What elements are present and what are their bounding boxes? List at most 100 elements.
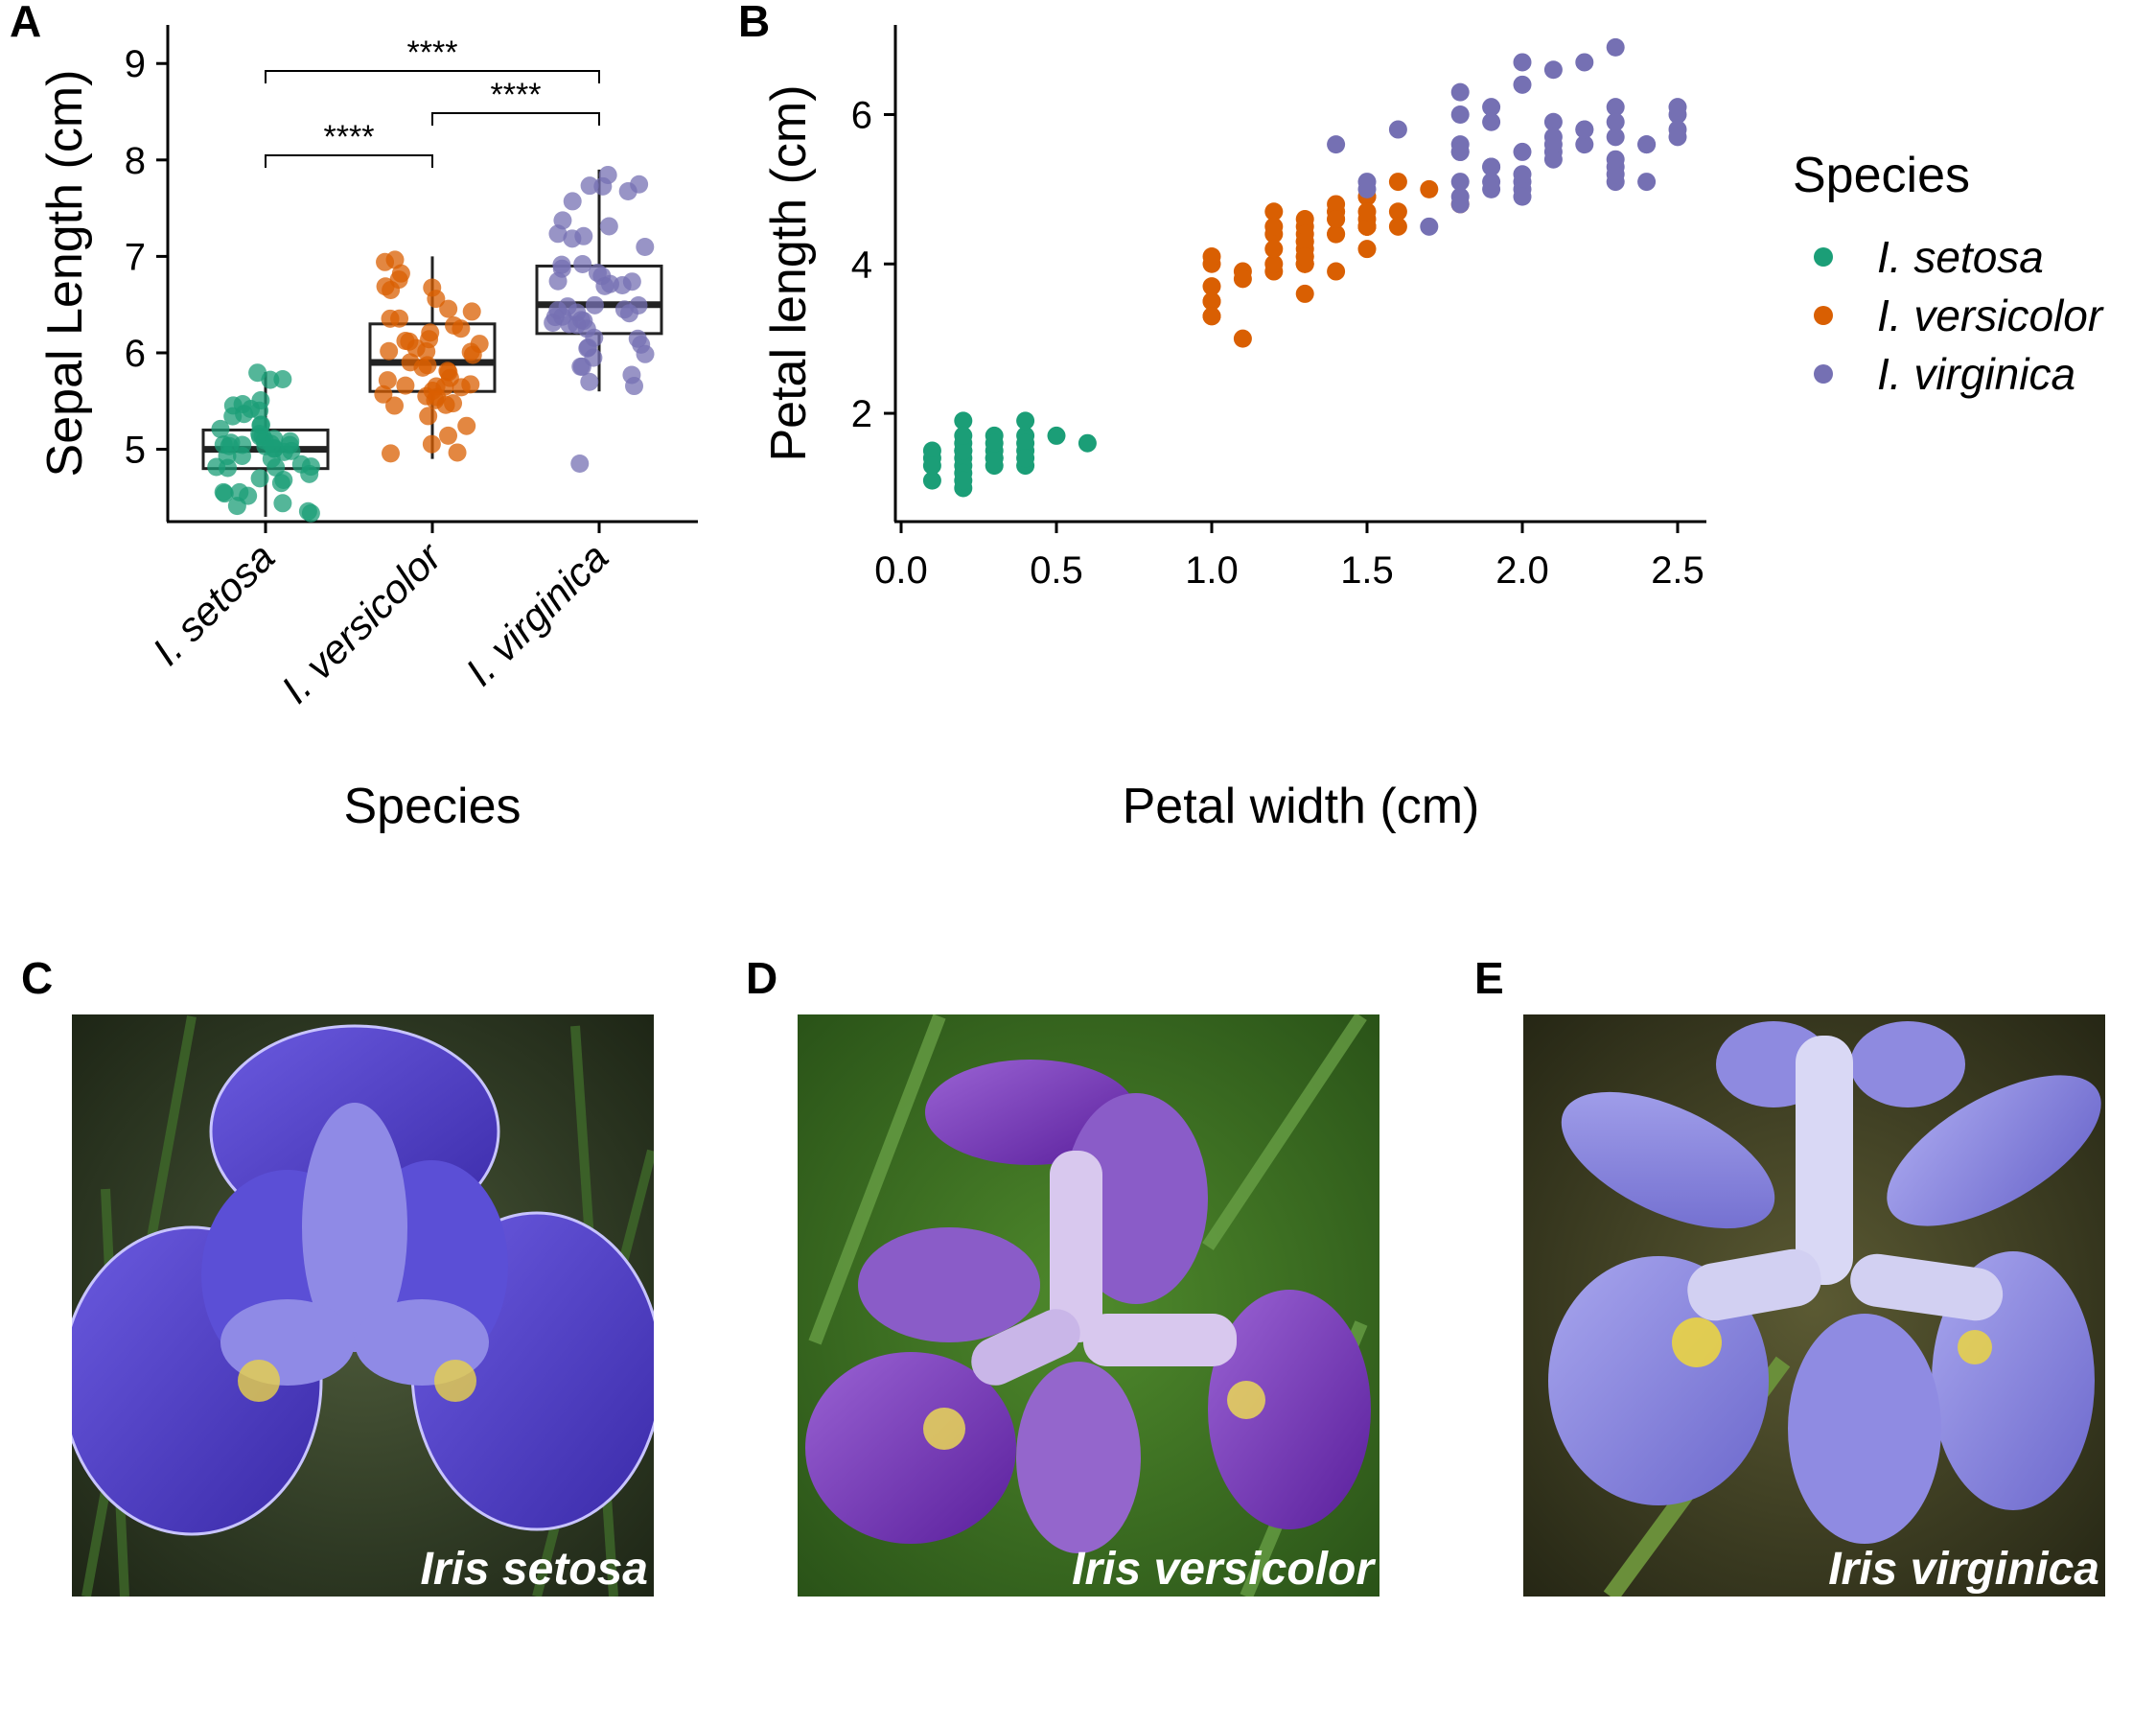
a-data-point <box>211 419 230 438</box>
a-y-ticks: 5 6 7 8 9 <box>125 43 168 472</box>
a-y-tick-label: 7 <box>125 236 146 278</box>
b-data-point <box>1016 411 1035 431</box>
b-data-point <box>1388 173 1407 192</box>
a-y-tick-label: 8 <box>125 140 146 182</box>
b-data-point <box>1264 240 1284 259</box>
b-data-point <box>1264 217 1284 236</box>
a-data-point <box>552 255 571 274</box>
a-data-point <box>636 344 655 363</box>
b-data-point <box>1357 217 1377 236</box>
b-data-point <box>1575 53 1594 72</box>
a-data-point <box>461 375 480 394</box>
b-x-tick-label: 1.0 <box>1185 549 1239 592</box>
a-x-axis-title: Species <box>344 779 522 834</box>
b-data-point <box>1513 187 1532 206</box>
b-data-point <box>1543 60 1563 80</box>
b-x-tick-label: 2.5 <box>1651 549 1704 592</box>
b-data-point <box>1327 195 1346 214</box>
panel-c: C Iris setosa <box>21 953 654 1597</box>
a-points <box>207 165 655 523</box>
a-y-tick-label: 9 <box>125 43 146 85</box>
b-y-tick-label: 6 <box>851 94 872 136</box>
b-data-point <box>1482 112 1501 131</box>
legend-label-virginica: I. virginica <box>1877 349 2075 399</box>
b-data-point <box>1668 98 1687 117</box>
b-data-point <box>922 456 941 476</box>
a-data-point <box>553 307 572 326</box>
b-data-point <box>1078 433 1097 453</box>
b-data-point <box>1668 128 1687 147</box>
b-data-point <box>1202 291 1221 311</box>
b-data-point <box>1606 112 1625 131</box>
a-data-point <box>385 396 405 415</box>
a-data-point <box>439 426 458 445</box>
a-data-point <box>614 300 634 319</box>
a-data-point <box>470 335 489 354</box>
panel-d: D Iris versicolor <box>746 953 1379 1597</box>
a-y-tick-label: 5 <box>125 430 146 472</box>
a-data-point <box>381 309 400 328</box>
b-data-point <box>1016 449 1035 468</box>
b-data-point <box>1327 224 1346 244</box>
a-data-point <box>585 328 604 347</box>
b-data-point <box>1420 217 1439 236</box>
a-data-point <box>584 348 603 367</box>
a-data-point <box>207 457 226 477</box>
b-data-point <box>1575 120 1594 139</box>
photo-iris-setosa <box>72 1014 654 1597</box>
a-data-point <box>563 229 582 248</box>
b-data-point <box>1327 135 1346 154</box>
legend-dot-versicolor <box>1814 306 1833 325</box>
a-data-point <box>553 211 572 230</box>
a-data-point <box>382 444 401 463</box>
a-data-point <box>420 330 439 349</box>
b-data-point <box>1637 135 1657 154</box>
b-data-point <box>1450 82 1470 102</box>
b-y-axis-title: Petal length (cm) <box>761 84 817 461</box>
a-data-point <box>215 484 234 503</box>
a-data-point <box>452 319 471 338</box>
b-data-point <box>1606 37 1625 57</box>
a-data-point <box>273 494 292 513</box>
a-data-point <box>618 181 638 200</box>
b-data-point <box>1543 112 1563 131</box>
b-data-point <box>1233 329 1252 348</box>
legend-entry-versicolor: I. versicolor <box>1814 291 2104 340</box>
photo-iris-versicolor <box>798 1014 1379 1597</box>
b-data-point <box>1450 105 1470 124</box>
b-x-axis-title: Petal width (cm) <box>1123 779 1480 834</box>
b-data-point <box>1357 240 1377 259</box>
legend-entry-setosa: I. setosa <box>1814 232 2044 282</box>
b-data-point <box>1513 142 1532 161</box>
a-data-point <box>585 295 604 315</box>
photo-caption-setosa: Iris setosa <box>421 1544 648 1595</box>
b-data-point <box>1420 179 1439 198</box>
b-data-point <box>1233 269 1252 289</box>
b-data-point <box>1637 173 1657 192</box>
b-data-point <box>1450 142 1470 161</box>
b-data-point <box>1543 135 1563 154</box>
b-x-tick-label: 0.5 <box>1030 549 1083 592</box>
a-y-tick-label: 6 <box>125 333 146 375</box>
flower-versicolor <box>805 1060 1371 1553</box>
a-data-point <box>220 436 239 455</box>
b-x-tick-label: 0.0 <box>874 549 928 592</box>
a-data-point <box>580 176 599 196</box>
a-data-point <box>599 217 618 236</box>
b-data-point <box>1295 232 1314 251</box>
a-data-point <box>378 371 397 390</box>
legend-dot-virginica <box>1814 364 1833 384</box>
a-data-point <box>227 497 246 516</box>
photo-iris-virginica <box>1523 1014 2105 1597</box>
panel-letter-c: C <box>21 953 53 1003</box>
b-data-point <box>1202 307 1221 326</box>
a-data-point <box>291 455 311 474</box>
b-data-point <box>1606 165 1625 184</box>
b-data-point <box>1264 202 1284 221</box>
b-data-point <box>1606 150 1625 169</box>
a-x-tick-label: I. versicolor <box>272 533 451 711</box>
a-data-point <box>233 394 252 413</box>
b-y-tick-label: 2 <box>851 393 872 435</box>
